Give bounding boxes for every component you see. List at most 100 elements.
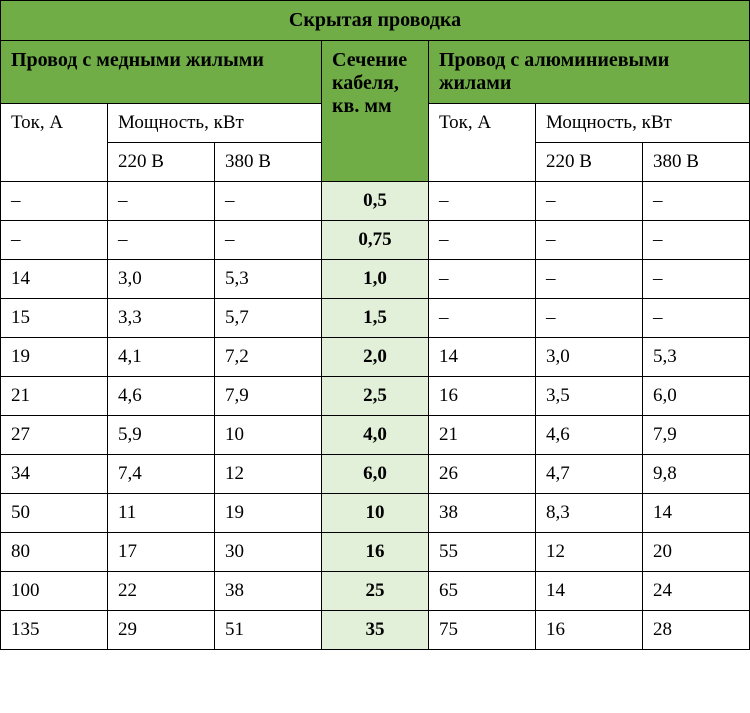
aluminum-380-cell: 6,0 xyxy=(643,377,750,416)
copper-current-cell: 27 xyxy=(1,416,108,455)
table-row: 50111910388,314 xyxy=(1,494,750,533)
copper-380-cell: 12 xyxy=(215,455,322,494)
aluminum-current-cell: 16 xyxy=(429,377,536,416)
aluminum-current-header: Ток, А xyxy=(429,104,536,182)
aluminum-current-cell: – xyxy=(429,182,536,221)
copper-current-cell: 80 xyxy=(1,533,108,572)
aluminum-220-cell: – xyxy=(536,260,643,299)
table-row: 153,35,71,5––– xyxy=(1,299,750,338)
aluminum-380-cell: 14 xyxy=(643,494,750,533)
aluminum-power-header: Мощность, кВт xyxy=(536,104,750,143)
section-cell: 16 xyxy=(322,533,429,572)
aluminum-current-cell: 14 xyxy=(429,338,536,377)
aluminum-380-cell: 9,8 xyxy=(643,455,750,494)
copper-380-cell: – xyxy=(215,182,322,221)
wiring-table: Скрытая проводка Провод с медными жилыми… xyxy=(0,0,750,650)
aluminum-220-header: 220 В xyxy=(536,143,643,182)
aluminum-220-cell: 14 xyxy=(536,572,643,611)
copper-220-cell: 3,3 xyxy=(108,299,215,338)
copper-current-cell: 50 xyxy=(1,494,108,533)
copper-380-cell: – xyxy=(215,221,322,260)
table-row: 80173016551220 xyxy=(1,533,750,572)
table-row: 275,9104,0214,67,9 xyxy=(1,416,750,455)
copper-220-cell: 5,9 xyxy=(108,416,215,455)
section-header: Сечение кабеля, кв. мм xyxy=(322,41,429,182)
copper-220-cell: 22 xyxy=(108,572,215,611)
aluminum-380-cell: – xyxy=(643,221,750,260)
table-row: –––0,75––– xyxy=(1,221,750,260)
aluminum-current-cell: 75 xyxy=(429,611,536,650)
aluminum-header: Провод с алюминиевыми жилами xyxy=(429,41,750,104)
table-title-row: Скрытая проводка xyxy=(1,1,750,41)
table-title: Скрытая проводка xyxy=(1,1,750,41)
section-cell: 35 xyxy=(322,611,429,650)
section-cell: 2,0 xyxy=(322,338,429,377)
copper-380-cell: 7,2 xyxy=(215,338,322,377)
aluminum-220-cell: 4,6 xyxy=(536,416,643,455)
aluminum-380-cell: 5,3 xyxy=(643,338,750,377)
copper-380-cell: 5,3 xyxy=(215,260,322,299)
aluminum-380-cell: – xyxy=(643,260,750,299)
copper-220-cell: 17 xyxy=(108,533,215,572)
section-cell: 1,0 xyxy=(322,260,429,299)
table-row: 100223825651424 xyxy=(1,572,750,611)
aluminum-current-cell: – xyxy=(429,260,536,299)
copper-380-header: 380 В xyxy=(215,143,322,182)
aluminum-220-cell: 8,3 xyxy=(536,494,643,533)
copper-220-header: 220 В xyxy=(108,143,215,182)
aluminum-380-cell: 20 xyxy=(643,533,750,572)
copper-current-cell: 135 xyxy=(1,611,108,650)
aluminum-220-cell: – xyxy=(536,182,643,221)
table-row: 194,17,22,0143,05,3 xyxy=(1,338,750,377)
copper-220-cell: – xyxy=(108,221,215,260)
aluminum-380-cell: – xyxy=(643,182,750,221)
copper-current-cell: – xyxy=(1,182,108,221)
copper-380-cell: 51 xyxy=(215,611,322,650)
copper-current-cell: 34 xyxy=(1,455,108,494)
section-cell: 2,5 xyxy=(322,377,429,416)
section-cell: 0,5 xyxy=(322,182,429,221)
aluminum-220-cell: 12 xyxy=(536,533,643,572)
aluminum-current-cell: 55 xyxy=(429,533,536,572)
aluminum-current-cell: 26 xyxy=(429,455,536,494)
copper-header: Провод с медными жилыми xyxy=(1,41,322,104)
aluminum-380-cell: 7,9 xyxy=(643,416,750,455)
section-cell: 25 xyxy=(322,572,429,611)
copper-220-cell: 29 xyxy=(108,611,215,650)
copper-220-cell: 7,4 xyxy=(108,455,215,494)
aluminum-380-header: 380 В xyxy=(643,143,750,182)
copper-current-cell: 14 xyxy=(1,260,108,299)
copper-current-cell: 100 xyxy=(1,572,108,611)
copper-380-cell: 7,9 xyxy=(215,377,322,416)
copper-220-cell: 4,6 xyxy=(108,377,215,416)
copper-current-cell: 21 xyxy=(1,377,108,416)
table-row: 214,67,92,5163,56,0 xyxy=(1,377,750,416)
table-row: 347,4126,0264,79,8 xyxy=(1,455,750,494)
copper-380-cell: 10 xyxy=(215,416,322,455)
aluminum-220-cell: – xyxy=(536,221,643,260)
copper-current-header: Ток, А xyxy=(1,104,108,182)
section-cell: 0,75 xyxy=(322,221,429,260)
copper-current-cell: 15 xyxy=(1,299,108,338)
copper-220-cell: 11 xyxy=(108,494,215,533)
aluminum-220-cell: 16 xyxy=(536,611,643,650)
aluminum-220-cell: 3,5 xyxy=(536,377,643,416)
aluminum-current-cell: 38 xyxy=(429,494,536,533)
aluminum-current-cell: 65 xyxy=(429,572,536,611)
section-cell: 1,5 xyxy=(322,299,429,338)
section-cell: 10 xyxy=(322,494,429,533)
table-row: 143,05,31,0––– xyxy=(1,260,750,299)
table-row: –––0,5––– xyxy=(1,182,750,221)
aluminum-220-cell: 3,0 xyxy=(536,338,643,377)
aluminum-current-cell: – xyxy=(429,221,536,260)
aluminum-220-cell: – xyxy=(536,299,643,338)
copper-380-cell: 5,7 xyxy=(215,299,322,338)
section-cell: 4,0 xyxy=(322,416,429,455)
copper-220-cell: 4,1 xyxy=(108,338,215,377)
aluminum-380-cell: 24 xyxy=(643,572,750,611)
copper-380-cell: 38 xyxy=(215,572,322,611)
table-row: 135295135751628 xyxy=(1,611,750,650)
copper-current-cell: 19 xyxy=(1,338,108,377)
aluminum-220-cell: 4,7 xyxy=(536,455,643,494)
aluminum-current-cell: – xyxy=(429,299,536,338)
